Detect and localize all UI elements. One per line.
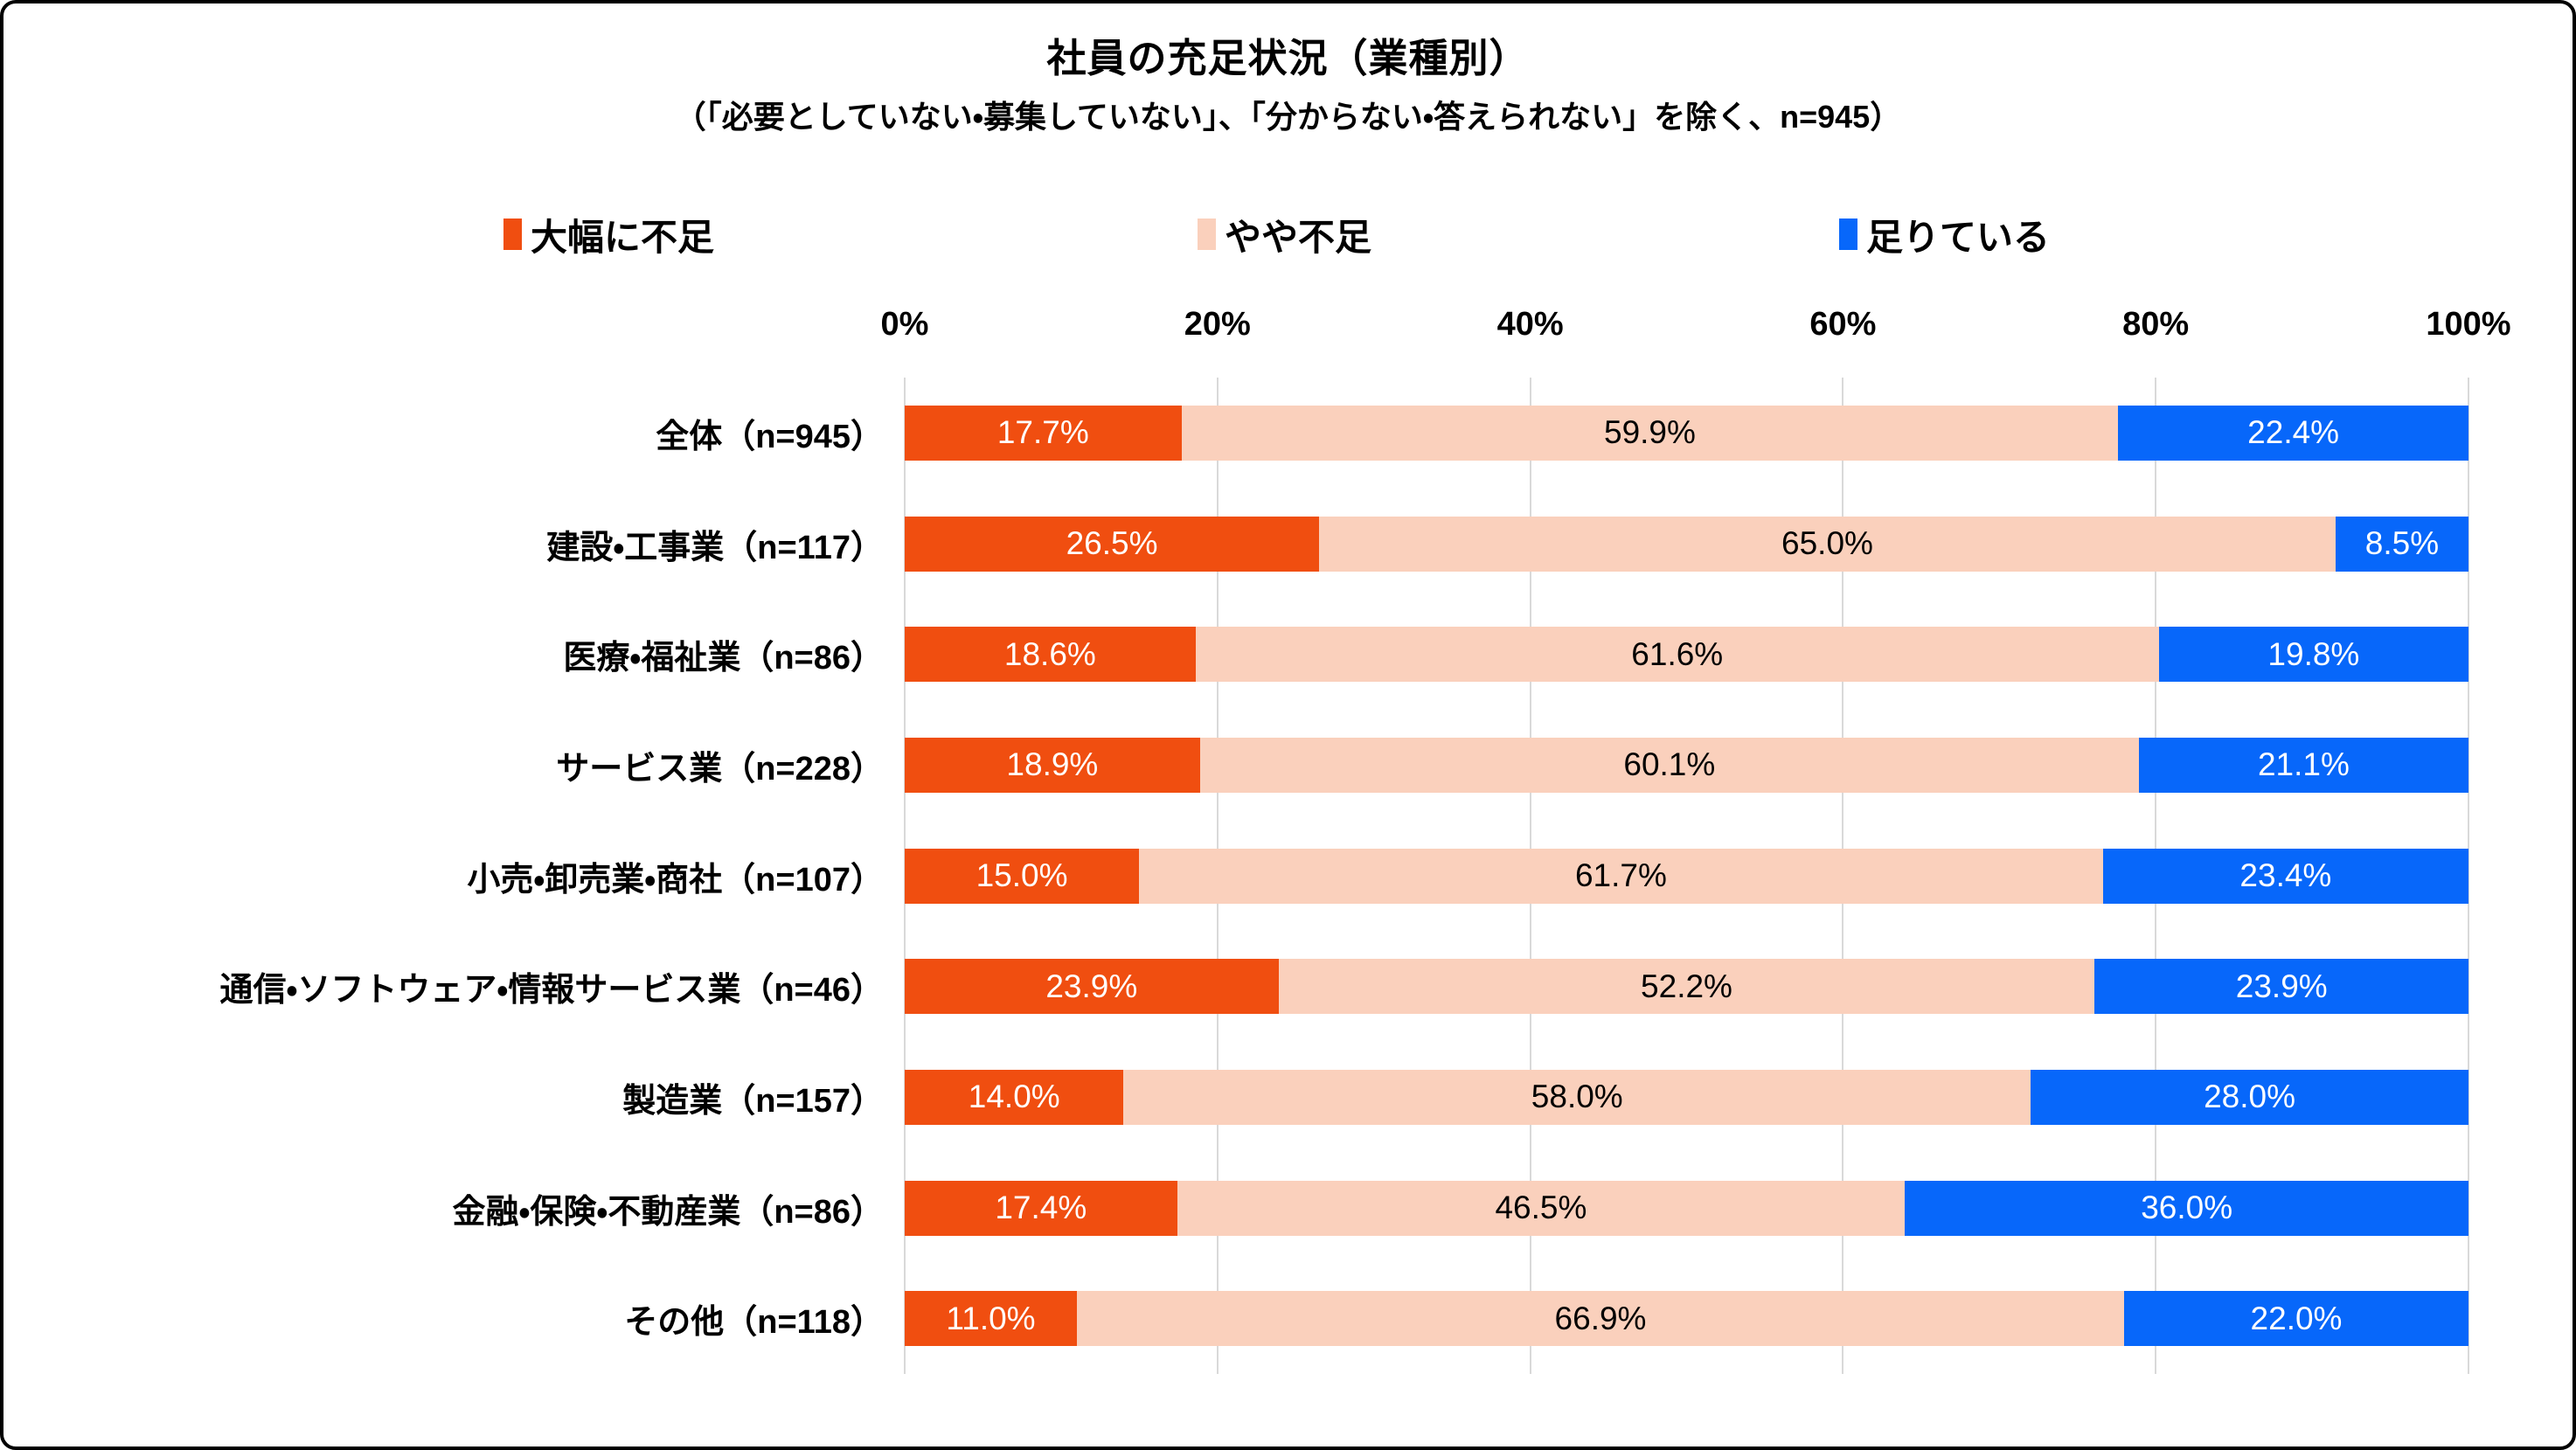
bar-row: 11.0% 66.9% 22.0% xyxy=(905,1263,2468,1374)
bar-segment-severe-shortage: 17.7% xyxy=(905,405,1182,461)
legend-item-slight-shortage: やや不足 xyxy=(1198,212,1371,258)
x-axis-tick: 40% xyxy=(1496,306,1564,343)
bar-track: 23.9% 52.2% 23.9% xyxy=(905,959,2468,1015)
bar-segment-slight-shortage: 52.2% xyxy=(1278,959,2095,1015)
bar-row: 23.9% 52.2% 23.9% xyxy=(905,931,2468,1042)
bar-row: 15.0% 61.7% 23.4% xyxy=(905,821,2468,932)
x-axis-tick: 100% xyxy=(2426,306,2511,343)
bar-row: 14.0% 58.0% 28.0% xyxy=(905,1042,2468,1153)
category-label: 小売・卸売業・商社（n=107） xyxy=(467,861,884,898)
x-axis-tick: 80% xyxy=(2122,306,2190,343)
bar-segment-severe-shortage: 26.5% xyxy=(905,516,1320,572)
category-label: 医療・福祉業（n=86） xyxy=(563,640,884,677)
category-label: 建設・工事業（n=117） xyxy=(546,529,884,566)
bar-segment-sufficient: 23.9% xyxy=(2094,959,2468,1015)
bar-segment-severe-shortage: 11.0% xyxy=(905,1291,1077,1347)
bar-segment-severe-shortage: 15.0% xyxy=(905,848,1140,904)
category-label: 全体（n=945） xyxy=(656,418,884,455)
bar-segment-severe-shortage: 14.0% xyxy=(905,1069,1124,1125)
x-axis: 0% 20% 40% 60% 80% 100% xyxy=(881,306,2511,350)
bar-segment-severe-shortage: 18.9% xyxy=(905,737,1200,793)
bar-segment-slight-shortage: 58.0% xyxy=(1123,1069,2031,1125)
chart-title: 社員の充足状況（業種別） xyxy=(1046,36,1530,80)
legend-label-slight-shortage: やや不足 xyxy=(1225,216,1372,258)
bar-rows: 17.7% 59.9% 22.4% 26.5% 65.0% 8.5% 18.6% 61.6% 1… xyxy=(905,378,2468,1374)
legend-swatch-sufficient xyxy=(1839,219,1857,250)
bar-row: 18.6% 61.6% 19.8% xyxy=(905,599,2468,710)
legend-item-severe-shortage: 大幅に不足 xyxy=(503,212,714,258)
bar-track: 11.0% 66.9% 22.0% xyxy=(905,1291,2468,1347)
bar-row: 18.9% 60.1% 21.1% xyxy=(905,710,2468,821)
bar-segment-slight-shortage: 60.1% xyxy=(1199,737,2139,793)
bar-track: 15.0% 61.7% 23.4% xyxy=(905,848,2468,904)
plot-area: 17.7% 59.9% 22.4% 26.5% 65.0% 8.5% 18.6% 61.6% 1… xyxy=(904,378,2469,1374)
gridline xyxy=(2468,378,2469,1374)
legend-item-sufficient: 足りている xyxy=(1839,212,2050,258)
bar-track: 26.5% 65.0% 8.5% xyxy=(905,516,2468,572)
bar-track: 17.7% 59.9% 22.4% xyxy=(905,405,2468,461)
bar-segment-severe-shortage: 23.9% xyxy=(905,959,1279,1015)
category-label: その他（n=118） xyxy=(624,1304,884,1342)
category-label: サービス業（n=228） xyxy=(556,750,884,787)
x-axis-tick: 20% xyxy=(1184,306,1251,343)
category-label: 金融・保険・不動産業（n=86） xyxy=(452,1193,884,1231)
bar-segment-sufficient: 28.0% xyxy=(2031,1069,2468,1125)
bar-row: 17.7% 59.9% 22.4% xyxy=(905,378,2468,489)
bar-track: 18.6% 61.6% 19.8% xyxy=(905,627,2468,683)
bar-segment-sufficient: 22.0% xyxy=(2124,1291,2468,1347)
category-label: 製造業（n=157） xyxy=(622,1082,884,1120)
bar-track: 18.9% 60.1% 21.1% xyxy=(905,737,2468,793)
legend-swatch-severe-shortage xyxy=(503,219,522,250)
bar-segment-slight-shortage: 46.5% xyxy=(1177,1180,1906,1236)
bar-segment-sufficient: 19.8% xyxy=(2158,627,2468,683)
bar-segment-sufficient: 36.0% xyxy=(1905,1180,2468,1236)
legend-swatch-slight-shortage xyxy=(1198,219,1216,250)
bar-segment-sufficient: 23.4% xyxy=(2102,848,2468,904)
bar-segment-slight-shortage: 61.7% xyxy=(1139,848,2103,904)
bar-segment-severe-shortage: 17.4% xyxy=(905,1180,1177,1236)
category-labels: 全体（n=945） 建設・工事業（n=117） 医療・福祉業（n=86） サービス業（… xyxy=(3,378,905,1374)
category-label: 通信・ソフトウェア・情報サービス業（n=46） xyxy=(219,972,884,1009)
bar-segment-sufficient: 21.1% xyxy=(2138,737,2468,793)
bar-row: 17.4% 46.5% 36.0% xyxy=(905,1153,2468,1264)
bar-segment-sufficient: 22.4% xyxy=(2118,405,2468,461)
bar-segment-slight-shortage: 59.9% xyxy=(1181,405,2119,461)
bar-segment-slight-shortage: 65.0% xyxy=(1319,516,2336,572)
bar-segment-slight-shortage: 61.6% xyxy=(1195,627,2159,683)
bar-track: 17.4% 46.5% 36.0% xyxy=(905,1180,2468,1236)
bar-segment-slight-shortage: 66.9% xyxy=(1076,1291,2125,1347)
x-axis-tick: 0% xyxy=(880,306,929,343)
bar-segment-sufficient: 8.5% xyxy=(2335,516,2468,572)
legend-label-sufficient: 足りている xyxy=(1866,216,2051,258)
bar-segment-severe-shortage: 18.6% xyxy=(905,627,1196,683)
bar-track: 14.0% 58.0% 28.0% xyxy=(905,1069,2468,1125)
bar-row: 26.5% 65.0% 8.5% xyxy=(905,489,2468,600)
legend-label-severe-shortage: 大幅に不足 xyxy=(531,216,715,258)
x-axis-tick: 60% xyxy=(1809,306,1877,343)
chart-subtitle: （「必要としていない・募集していない」、「分からない・答えられない」を除く、n=… xyxy=(674,99,1902,135)
